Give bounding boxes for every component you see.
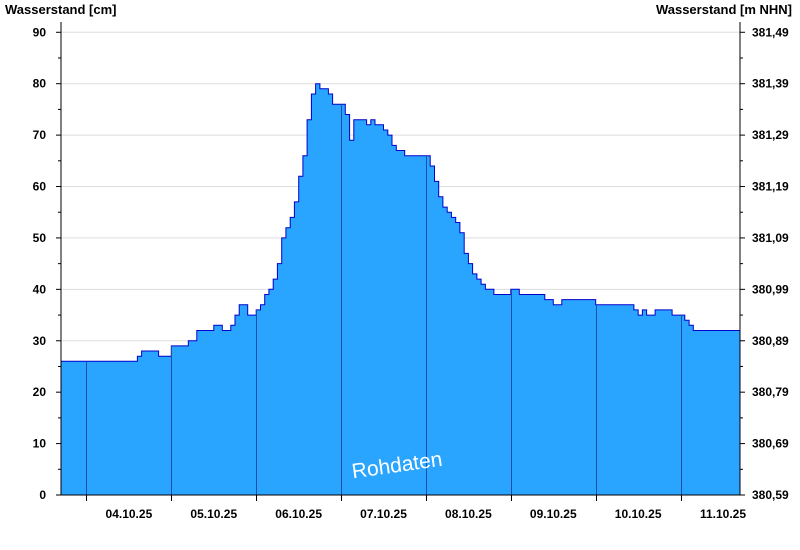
day-dividers	[86, 104, 682, 495]
right-tick-label: 381,19	[752, 180, 789, 194]
right-tick-label: 380,79	[752, 385, 789, 399]
right-y-tick-labels: 380,59 380,69 380,79 380,89 380,99 381,09 381,…	[752, 25, 789, 502]
right-tick-label: 381,29	[752, 128, 789, 142]
right-tick-label: 381,49	[752, 25, 789, 39]
water-level-fill	[61, 83, 740, 495]
x-tick-labels: 04.10.25 05.10.25 06.10.25 07.10.25 08.10.25…	[106, 507, 747, 521]
x-tick-label: 09.10.25	[530, 507, 577, 521]
x-tick-label: 04.10.25	[106, 507, 153, 521]
right-tick-label: 380,59	[752, 488, 789, 502]
x-tick-label: 11.10.25	[700, 507, 746, 521]
left-tick-label: 30	[33, 334, 47, 348]
left-y-tick-labels: 0 10 20 30 40 50 60 70 80 90	[33, 25, 47, 502]
water-level-area	[61, 83, 740, 495]
right-tick-label: 381,39	[752, 77, 789, 91]
right-tick-label: 380,89	[752, 334, 789, 348]
water-level-line	[61, 83, 740, 362]
x-tick-label: 05.10.25	[190, 507, 237, 521]
x-tick-label: 06.10.25	[275, 507, 322, 521]
left-tick-label: 20	[33, 385, 47, 399]
left-tick-label: 60	[33, 180, 47, 194]
left-tick-label: 90	[33, 25, 47, 39]
right-axis-title: Wasserstand [m NHN]	[656, 2, 792, 17]
left-tick-label: 10	[33, 437, 47, 451]
left-tick-label: 70	[33, 128, 47, 142]
x-tick-label: 10.10.25	[615, 507, 662, 521]
left-tick-label: 50	[33, 231, 47, 245]
x-tick-label: 07.10.25	[360, 507, 407, 521]
right-tick-label: 380,69	[752, 437, 789, 451]
x-tick-label: 08.10.25	[445, 507, 492, 521]
left-tick-label: 80	[33, 77, 47, 91]
right-tick-label: 380,99	[752, 282, 789, 296]
axes	[56, 22, 745, 501]
right-tick-label: 381,09	[752, 231, 789, 245]
left-tick-label: 0	[39, 488, 46, 502]
left-tick-label: 40	[33, 282, 47, 296]
left-axis-title: Wasserstand [cm]	[5, 2, 117, 17]
